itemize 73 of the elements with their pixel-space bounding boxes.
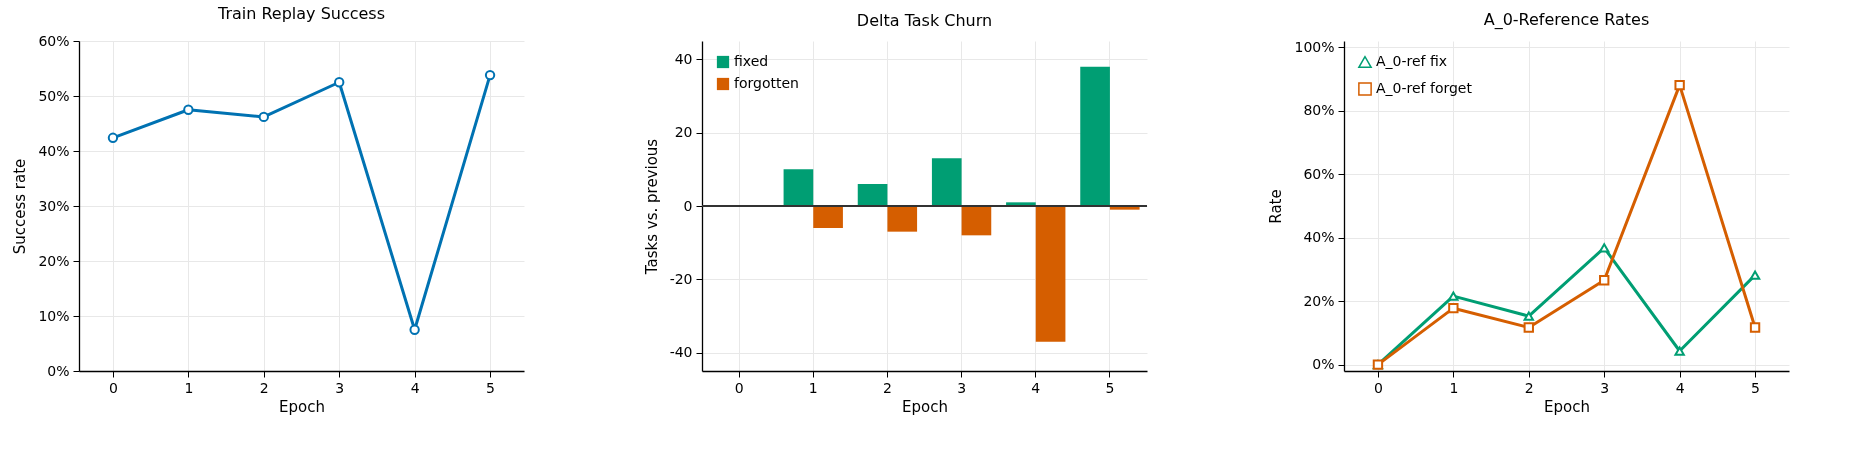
bar: [961, 206, 992, 236]
y-tick-label: 20%: [1303, 292, 1335, 309]
x-tick-label: 2: [259, 379, 269, 396]
chart-title: Train Replay Success: [216, 4, 386, 23]
point: [258, 111, 269, 123]
point: [107, 132, 119, 143]
bar: [1035, 206, 1066, 342]
y-tick-label: 50%: [38, 87, 70, 104]
y-tick-label: 30%: [38, 197, 70, 214]
point: [484, 69, 496, 81]
x-axis-title: Epoch: [279, 397, 325, 416]
x-tick-label: 4: [1675, 379, 1685, 396]
bar: [813, 206, 843, 228]
point: [409, 324, 420, 335]
x-tick-label: 4: [410, 379, 420, 396]
y-tick-label: 40%: [38, 142, 70, 159]
y-tick-label: 100%: [1294, 38, 1335, 55]
point: [1749, 270, 1761, 280]
y-axis-title: Rate: [1267, 189, 1286, 224]
point: [1448, 302, 1459, 314]
x-tick-label: 3: [957, 379, 967, 396]
point: [1599, 275, 1610, 286]
x-tick-label: 1: [808, 379, 818, 396]
point: [1523, 311, 1534, 321]
x-axis-title: Epoch: [902, 397, 948, 416]
chart-title: Delta Task Churn: [856, 11, 993, 30]
bar: [887, 206, 918, 232]
y-tick-label: 60%: [1303, 165, 1335, 182]
y-tick-label: 20%: [38, 252, 70, 269]
legend-label: A_0-ref forget: [1376, 80, 1473, 96]
x-axis-title: Epoch: [1544, 397, 1590, 416]
x-tick-label: 5: [486, 379, 496, 396]
y-tick-label: 20: [674, 124, 693, 141]
legend-label: forgotten: [734, 75, 799, 91]
x-tick-label: 1: [1449, 379, 1459, 396]
point: [1674, 346, 1685, 356]
y-tick-label: -20: [669, 270, 693, 287]
y-tick-label: 0%: [1312, 356, 1335, 373]
point: [334, 77, 345, 88]
x-tick-label: 0: [108, 379, 118, 396]
y-tick-label: -40: [669, 344, 693, 361]
x-tick-label: 0: [734, 379, 744, 396]
y-tick-label: 40: [674, 50, 693, 67]
x-tick-label: 0: [1373, 379, 1383, 396]
chart-title: A_0-Reference Rates: [1483, 10, 1650, 31]
x-tick-label: 1: [184, 379, 194, 396]
x-tick-label: 5: [1105, 379, 1115, 396]
point: [1749, 322, 1761, 333]
y-tick-label: 0: [683, 197, 693, 214]
bar: [931, 158, 962, 206]
y-tick-label: 10%: [38, 307, 70, 324]
x-tick-label: 3: [335, 379, 345, 396]
bar: [1080, 66, 1110, 206]
legend-label: A_0-ref fix: [1376, 53, 1448, 69]
point: [1674, 79, 1685, 91]
point: [1599, 243, 1610, 253]
x-tick-label: 2: [882, 379, 892, 396]
point: [1523, 322, 1534, 333]
point: [1448, 291, 1459, 301]
x-tick-label: 4: [1031, 379, 1041, 396]
bar: [857, 184, 888, 206]
x-tick-label: 2: [1524, 379, 1534, 396]
legend-label: fixed: [734, 53, 769, 69]
bar: [783, 169, 814, 206]
y-tick-label: 60%: [38, 32, 70, 49]
x-tick-label: 3: [1600, 379, 1610, 396]
y-tick-label: 0%: [47, 362, 70, 379]
y-axis-title: Success rate: [11, 158, 30, 255]
point: [183, 104, 194, 115]
y-tick-label: 80%: [1303, 102, 1335, 119]
y-axis-title: Tasks vs. previous: [642, 138, 661, 276]
y-tick-label: 40%: [1303, 229, 1335, 246]
x-tick-label: 5: [1751, 379, 1761, 396]
